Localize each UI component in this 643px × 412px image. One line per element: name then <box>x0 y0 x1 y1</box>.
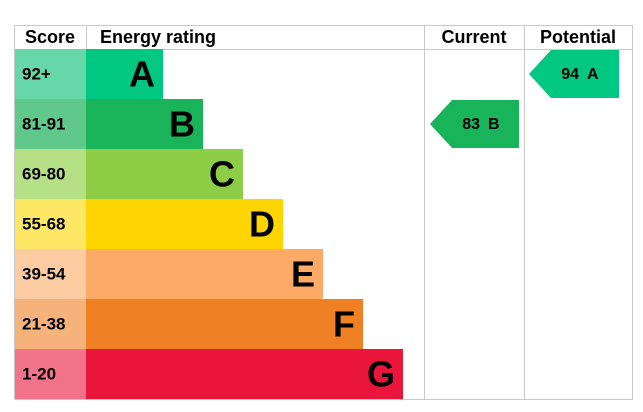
potential-letter: A <box>587 66 599 83</box>
current-arrow <box>430 100 519 148</box>
rating-bar <box>86 149 243 199</box>
score-label: 92+ <box>22 64 51 83</box>
score-label: 55-68 <box>22 214 65 233</box>
score-cell <box>15 99 86 149</box>
header-score: Score <box>25 27 75 47</box>
rating-bar <box>86 249 323 299</box>
rating-bar <box>86 199 283 249</box>
rating-bar <box>86 99 203 149</box>
rating-letter: F <box>333 304 355 345</box>
current-letter: B <box>488 116 500 133</box>
score-cell <box>15 199 86 249</box>
score-label: 69-80 <box>22 164 65 183</box>
potential-arrow <box>529 50 619 98</box>
score-label: 21-38 <box>22 314 65 333</box>
score-label: 1-20 <box>22 364 56 383</box>
header-rating: Energy rating <box>100 27 216 47</box>
table-border <box>14 25 633 400</box>
score-label: 39-54 <box>22 264 66 283</box>
rating-letter: G <box>367 354 395 395</box>
rating-bar <box>86 299 363 349</box>
score-cell <box>15 299 86 349</box>
rating-letter: A <box>129 54 155 95</box>
potential-value: 94 <box>561 66 579 83</box>
rating-letter: D <box>249 204 275 245</box>
score-cell <box>15 249 86 299</box>
rating-letter: C <box>209 154 235 195</box>
rating-letter: B <box>169 104 195 145</box>
header-potential: Potential <box>540 27 616 47</box>
current-value: 83 <box>462 116 480 133</box>
score-label: 81-91 <box>22 114 65 133</box>
score-cell <box>15 49 86 99</box>
header-current: Current <box>441 27 506 47</box>
score-cell <box>15 149 86 199</box>
rating-bar <box>86 349 403 399</box>
score-cell <box>15 349 86 399</box>
rating-bar <box>86 49 163 99</box>
rating-letter: E <box>291 254 315 295</box>
